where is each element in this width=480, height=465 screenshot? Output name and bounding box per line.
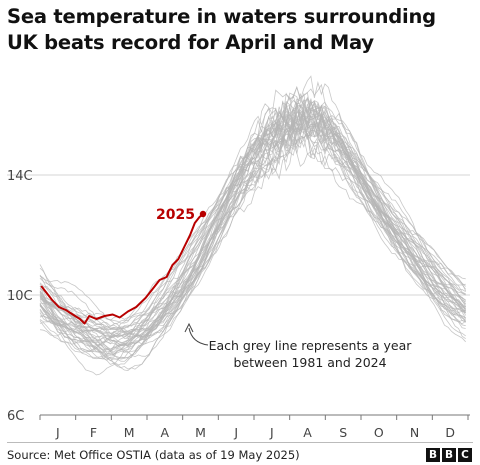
x-tick-label: M — [124, 425, 135, 440]
bbc-logo-letter: B — [426, 448, 440, 462]
year-line — [39, 75, 466, 324]
x-tick-label: S — [339, 425, 347, 440]
year-line — [39, 96, 466, 350]
y-tick-label: 10C — [7, 289, 33, 304]
x-tick-label: O — [374, 425, 384, 440]
source-note: Source: Met Office OSTIA (data as of 19 … — [7, 448, 300, 462]
x-tick-label: J — [269, 425, 274, 440]
x-tick-label: D — [445, 425, 455, 440]
year-line — [39, 92, 466, 337]
year-line — [39, 100, 466, 331]
year-line — [39, 103, 466, 341]
year-line — [39, 103, 466, 353]
bbc-logo: B B C — [426, 448, 472, 462]
year-line — [39, 104, 467, 324]
year-line — [39, 92, 467, 338]
year-line — [39, 101, 466, 359]
year-line — [39, 111, 467, 347]
series-label-2025: 2025 — [156, 207, 195, 223]
annotation-text: Each grey line represents a year — [209, 338, 413, 353]
year-line — [39, 118, 466, 346]
bbc-logo-letter: B — [442, 448, 456, 462]
x-tick-label: N — [410, 425, 419, 440]
series-endpoint-2025 — [199, 210, 207, 218]
chart-title: Sea temperature in waters surrounding UK… — [7, 5, 436, 54]
x-tick-label: A — [303, 425, 312, 440]
x-tick-label: A — [161, 425, 170, 440]
annotation-arrowhead — [184, 322, 194, 333]
annotation: Each grey line represents a year between … — [184, 322, 413, 370]
x-tick-label: J — [55, 425, 60, 440]
x-tick-label: M — [195, 425, 206, 440]
series-line-2025 — [40, 213, 204, 325]
line-chart: 2025 14C 10C 6C J F M A M J J A S O N D Each grey lin… — [7, 75, 470, 440]
annotation-text: between 1981 and 2024 — [233, 355, 386, 370]
highlight-series-2025: 2025 — [40, 207, 207, 325]
background-year-lines — [39, 75, 467, 376]
x-tick-label: J — [233, 425, 238, 440]
year-line — [39, 106, 466, 344]
y-tick-label: 6C — [7, 409, 24, 424]
y-axis-tick-labels: 14C 10C 6C — [7, 169, 33, 424]
x-tick-label: F — [90, 425, 97, 440]
footer-divider — [7, 442, 473, 443]
y-tick-label: 14C — [7, 169, 33, 184]
annotation-arrow — [188, 327, 209, 346]
bbc-logo-letter: C — [458, 448, 472, 462]
year-line — [39, 103, 466, 334]
